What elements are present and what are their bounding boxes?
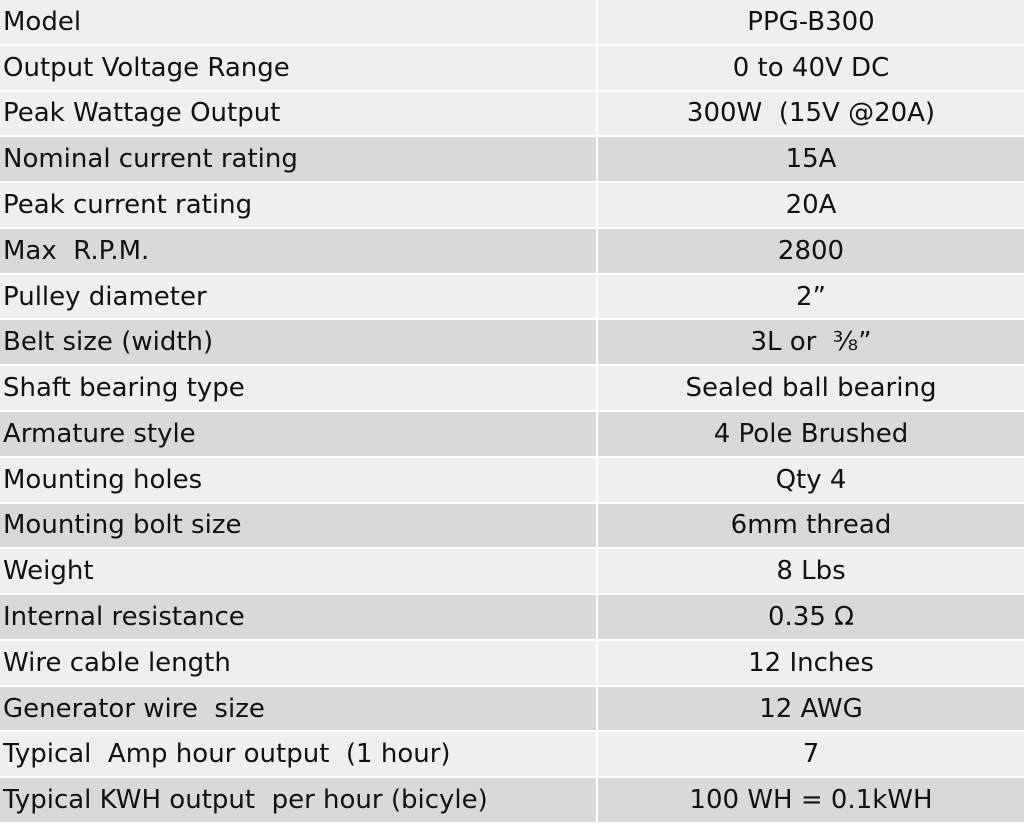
spec-value: 0.35 Ω <box>598 595 1024 641</box>
spec-value: 4 Pole Brushed <box>598 412 1024 458</box>
spec-label: Max R.P.M. <box>0 228 598 275</box>
spec-label: Peak current rating <box>0 183 598 229</box>
spec-value: 2” <box>598 274 1024 321</box>
spec-label: Shaft bearing type <box>0 366 598 412</box>
spec-label: Pulley diameter <box>0 274 598 321</box>
spec-label: Belt size (width) <box>0 320 598 367</box>
spec-value: 7 <box>598 732 1024 779</box>
spec-label: Armature style <box>0 412 598 458</box>
spec-value: 100 WH = 0.1kWH <box>598 778 1024 824</box>
spec-label: Wire cable length <box>0 640 598 687</box>
spec-label: Typical KWH output per hour (bicyle) <box>0 778 598 824</box>
spec-label: Output Voltage Range <box>0 45 598 92</box>
spec-label: Weight <box>0 549 598 596</box>
spec-label: Generator wire size <box>0 686 598 733</box>
spec-label: Mounting holes <box>0 457 598 504</box>
spec-value: 15A <box>598 137 1024 184</box>
spec-value: 8 Lbs <box>598 549 1024 596</box>
spec-label: Model <box>0 0 598 46</box>
spec-label: Typical Amp hour output (1 hour) <box>0 732 598 779</box>
spec-value: 6mm thread <box>598 503 1024 550</box>
spec-value: Qty 4 <box>598 457 1024 504</box>
spec-label: Mounting bolt size <box>0 503 598 550</box>
spec-label: Peak Wattage Output <box>0 91 598 138</box>
spec-value: PPG-B300 <box>598 0 1024 46</box>
spec-label: Nominal current rating <box>0 137 598 184</box>
spec-label: Internal resistance <box>0 595 598 641</box>
spec-value: 2800 <box>598 228 1024 275</box>
spec-value: 3L or ⅜” <box>598 320 1024 367</box>
spec-value: 12 AWG <box>598 686 1024 733</box>
spec-value: 20A <box>598 183 1024 229</box>
spec-value: 0 to 40V DC <box>598 45 1024 92</box>
spec-value: Sealed ball bearing <box>598 366 1024 412</box>
spec-value: 12 Inches <box>598 640 1024 687</box>
spec-value: 300W (15V @20A) <box>598 91 1024 138</box>
